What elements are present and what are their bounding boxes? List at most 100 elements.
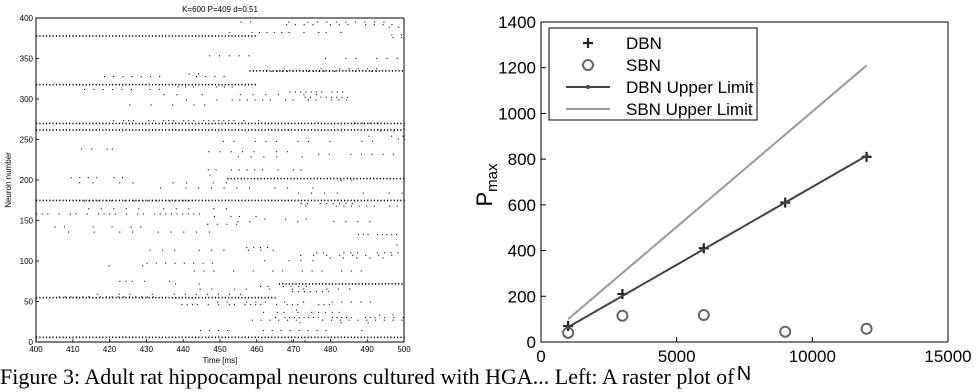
spike-dense bbox=[178, 122, 180, 125]
spike-dense bbox=[148, 199, 150, 202]
spike bbox=[325, 330, 327, 332]
spike bbox=[360, 153, 363, 155]
spike-dense bbox=[36, 199, 38, 202]
spike-dense bbox=[347, 129, 349, 131]
spike bbox=[211, 249, 213, 251]
spike bbox=[401, 37, 403, 39]
spike-dense bbox=[237, 177, 239, 180]
spike bbox=[284, 317, 286, 319]
spike bbox=[118, 293, 120, 295]
spike-dense bbox=[361, 283, 363, 285]
spike-dense bbox=[214, 35, 217, 37]
spike-dense bbox=[221, 336, 223, 339]
spike-dense bbox=[304, 129, 306, 131]
spike bbox=[381, 234, 383, 236]
spike bbox=[362, 192, 364, 194]
spike-dense bbox=[98, 122, 101, 125]
spike bbox=[261, 169, 263, 171]
spike-dense bbox=[261, 296, 263, 299]
spike-dense bbox=[108, 122, 111, 125]
spike bbox=[338, 24, 340, 26]
spike-dense bbox=[128, 199, 130, 202]
spike-dense bbox=[287, 336, 289, 339]
capacity-y-ticks: 0 200 400 600 800 1000 1200 1400 bbox=[498, 13, 546, 352]
spike-dense bbox=[305, 283, 307, 285]
spike bbox=[367, 322, 369, 324]
spike-dense bbox=[247, 83, 250, 86]
spike-dense bbox=[267, 122, 270, 125]
spike-dense bbox=[379, 177, 381, 180]
spike-dense bbox=[108, 83, 111, 86]
spike-dense bbox=[39, 129, 41, 131]
spike bbox=[391, 135, 393, 137]
raster-x-tick-label: 410 bbox=[66, 345, 80, 354]
spike-dense bbox=[148, 35, 150, 37]
spike-dense bbox=[95, 336, 97, 339]
spike-dense bbox=[148, 83, 150, 86]
spike-dense bbox=[65, 83, 68, 86]
spike-dense bbox=[355, 70, 357, 72]
spike bbox=[202, 262, 204, 264]
spike bbox=[47, 213, 49, 215]
spike bbox=[213, 270, 215, 272]
spike bbox=[165, 262, 167, 264]
spike-dense bbox=[234, 83, 236, 86]
spike bbox=[113, 177, 115, 179]
spike-dense bbox=[251, 296, 253, 299]
spike bbox=[199, 330, 202, 332]
spike bbox=[364, 317, 367, 319]
spike bbox=[137, 200, 140, 202]
spike-dense bbox=[363, 129, 366, 131]
spike-dense bbox=[345, 70, 347, 72]
spike-dense bbox=[165, 122, 167, 125]
spike bbox=[132, 231, 134, 233]
spike-dense bbox=[145, 296, 147, 299]
spike bbox=[119, 182, 121, 184]
spike bbox=[241, 151, 244, 153]
spike bbox=[99, 296, 102, 298]
spike-dense bbox=[188, 129, 190, 131]
spike-dense bbox=[317, 199, 319, 202]
spike-dense bbox=[85, 83, 87, 86]
spike bbox=[268, 288, 270, 290]
spike bbox=[396, 244, 398, 246]
spike bbox=[396, 205, 398, 207]
spike-dense bbox=[309, 70, 311, 72]
spike bbox=[340, 31, 342, 34]
spike bbox=[197, 304, 199, 306]
spike-dense bbox=[165, 336, 167, 339]
spike bbox=[305, 205, 307, 207]
spike bbox=[357, 319, 359, 321]
spike-dense bbox=[328, 283, 330, 285]
spike-dense bbox=[39, 199, 41, 202]
spike bbox=[325, 96, 327, 98]
capacity-y-axis-label-sub: max bbox=[484, 163, 501, 192]
spike-dense bbox=[300, 129, 303, 131]
spike-dense bbox=[55, 336, 58, 339]
spike bbox=[336, 91, 338, 93]
spike bbox=[132, 182, 134, 184]
spike-dense bbox=[115, 35, 117, 37]
spike-dense bbox=[280, 177, 282, 180]
spike-dense bbox=[254, 129, 256, 131]
spike-dense bbox=[125, 336, 127, 339]
spike-dense bbox=[42, 35, 44, 37]
spike-dense bbox=[82, 129, 84, 131]
spike bbox=[91, 148, 93, 150]
spike bbox=[345, 221, 347, 223]
spike-dense bbox=[112, 199, 114, 202]
spike bbox=[351, 203, 353, 205]
spike bbox=[343, 205, 345, 207]
spike-dense bbox=[92, 199, 94, 202]
spike bbox=[289, 317, 291, 319]
spike-dense bbox=[380, 129, 382, 131]
spike-dense bbox=[254, 296, 256, 299]
spike-dense bbox=[69, 35, 71, 37]
spike-dense bbox=[52, 336, 54, 339]
spike bbox=[283, 311, 285, 313]
spike-dense bbox=[249, 70, 251, 72]
spike bbox=[388, 26, 390, 28]
spike-dense bbox=[62, 296, 64, 299]
legend-label: SBN Upper Limit bbox=[626, 100, 753, 119]
spike bbox=[188, 73, 190, 75]
